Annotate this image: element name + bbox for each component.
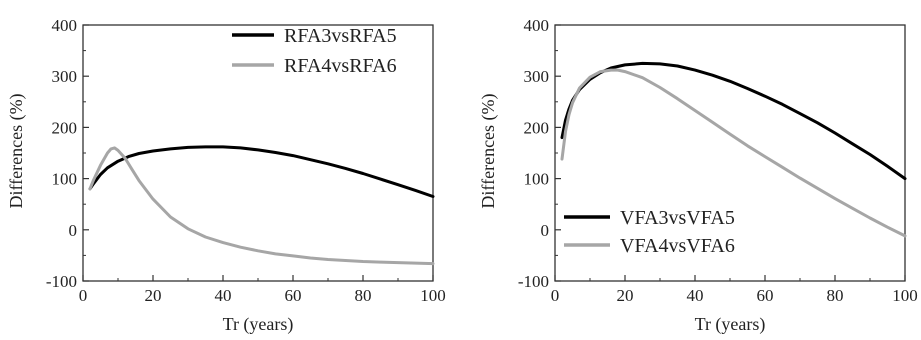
x-tick-label: 60 <box>285 286 302 305</box>
x-tick-label: 0 <box>551 286 560 305</box>
legend-label: RFA4vsRFA6 <box>284 55 397 77</box>
x-tick-label: 40 <box>687 286 704 305</box>
y-tick-label: 100 <box>52 170 78 189</box>
series-line-RFA3vsRFA5 <box>88 145 435 198</box>
chart-left: 0 20 40 60 80 100-1000100200300400Differences… <box>6 16 446 335</box>
x-tick-label: 20 <box>145 286 162 305</box>
y-tick-label: 300 <box>524 67 550 86</box>
x-tick-label: 100 <box>420 286 446 305</box>
x-tick-label: 0 <box>79 286 88 305</box>
y-tick-label: 200 <box>52 118 78 137</box>
series-line-RFA4vsRFA6 <box>88 146 435 266</box>
legend-label: RFA3vsRFA5 <box>284 25 397 47</box>
x-tick-label: 40 <box>215 286 232 305</box>
y-tick-label: 0 <box>541 221 550 240</box>
y-tick-label: -100 <box>518 272 549 291</box>
y-axis-title: Differences (%) <box>6 93 27 208</box>
y-tick-label: 0 <box>69 221 78 240</box>
y-tick-label: 300 <box>52 67 78 86</box>
series-line-VFA4vsVFA6 <box>560 68 907 238</box>
x-tick-label: 80 <box>355 286 372 305</box>
x-tick-label: 20 <box>617 286 634 305</box>
x-tick-label: 100 <box>892 286 918 305</box>
y-axis-title: Differences (%) <box>478 93 499 208</box>
y-tick-label: 400 <box>524 16 550 35</box>
y-tick-label: 200 <box>524 118 550 137</box>
legend-label: VFA4vsVFA6 <box>620 235 735 257</box>
x-tick-label: 80 <box>827 286 844 305</box>
y-tick-label: 400 <box>52 16 78 35</box>
series-line-VFA3vsVFA5 <box>560 61 907 181</box>
x-axis-title: Tr (years) <box>223 314 294 335</box>
x-tick-label: 60 <box>757 286 774 305</box>
legend-label: VFA3vsVFA5 <box>620 207 735 229</box>
x-axis-title: Tr (years) <box>695 314 766 335</box>
chart-right: 0 20 40 60 80 100-1000100200300400Differences… <box>478 16 918 335</box>
y-tick-label: 100 <box>524 170 550 189</box>
y-tick-label: -100 <box>46 272 77 291</box>
